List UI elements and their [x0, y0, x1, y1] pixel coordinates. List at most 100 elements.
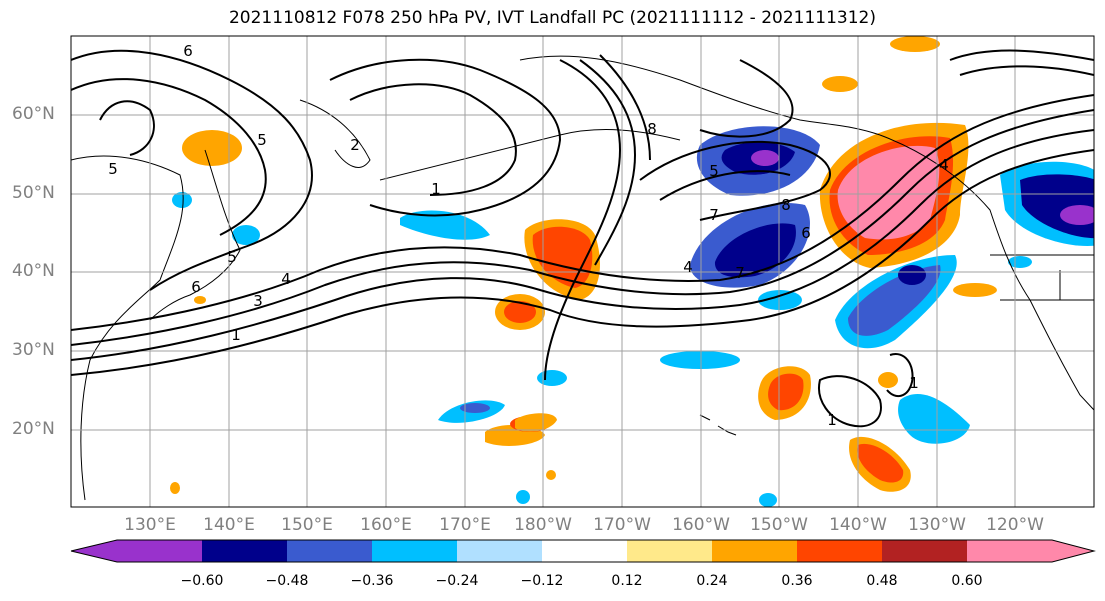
colorbar-extend-low: [117, 540, 202, 562]
negative-anomaly-south-1: [516, 490, 530, 504]
colorbar-segment: [542, 540, 627, 562]
contour-label: 1: [827, 411, 837, 429]
map-frame: [70, 35, 1095, 508]
contour-label: 2: [350, 136, 360, 154]
colorbar-segment: [797, 540, 882, 562]
contour-labels: 6 5 5 5 1 6 3 4 1 2 8 7 8 5 4 7 6 4 1 1: [108, 42, 949, 429]
colorbar-segment: [457, 540, 542, 562]
colorbar-outline: [70, 539, 1096, 563]
lat-label: 60°N: [12, 104, 55, 124]
colorbar-tick-label: 0.48: [866, 573, 898, 589]
negative-anomaly-hawaii-ne: [898, 394, 970, 444]
coastline-alaska: [519, 55, 881, 136]
coastline-kamchatka: [299, 99, 371, 168]
lon-label: 130°E: [124, 515, 176, 535]
colorbar-tick-label: −0.12: [520, 573, 564, 589]
negative-anomaly-subtropic-1: [660, 351, 740, 369]
lon-label: 140°E: [203, 515, 255, 535]
positive-anomaly-hawaii-east: [878, 372, 898, 388]
positive-anomaly-pac-3-core: [857, 443, 904, 483]
negative-anomaly-subtropic-2: [537, 370, 567, 386]
colorbar-extend-high: [967, 540, 1052, 562]
coastline-japan: [149, 149, 241, 321]
positive-anomaly-small-b: [546, 470, 556, 480]
lat-label: 40°N: [12, 261, 55, 281]
positive-anomaly-japan-north: [182, 130, 242, 166]
border-canada-us: [990, 254, 1094, 301]
lon-label: 140°W: [829, 515, 887, 535]
negative-anomaly-south-3: [1008, 256, 1032, 268]
colorbar-segment: [372, 540, 457, 562]
lon-label: 170°W: [593, 515, 651, 535]
positive-anomaly-pac-1-core: [504, 301, 536, 323]
contour-label: 6: [191, 278, 201, 296]
lon-label: 160°W: [672, 515, 730, 535]
positive-anomaly-alaska-north: [822, 76, 858, 92]
lon-label: 150°E: [281, 515, 333, 535]
lon-label: 130°W: [908, 515, 966, 535]
contour-label: 6: [183, 42, 193, 60]
positive-anomaly-small-c: [194, 296, 206, 304]
colorbar-tick-label: 0.60: [951, 573, 983, 589]
positive-anomaly-gulf-of-alaska-core: [837, 145, 940, 240]
colorbar-tick-label: −0.24: [435, 573, 479, 589]
coastline-hawaii: [699, 414, 737, 436]
colorbar-arrow-right: [1052, 540, 1094, 562]
positive-anomaly-dateline-core: [532, 226, 593, 288]
contour-label: 1: [909, 374, 919, 392]
colorbar-tick-label: −0.60: [180, 573, 224, 589]
negative-anomaly-subtropic-3-core: [460, 403, 490, 413]
lat-label: 30°N: [12, 340, 55, 360]
negative-anomaly-central-pacific-core: [714, 223, 796, 278]
colorbar-tick-label: 0.36: [781, 573, 813, 589]
colorbar-tick-label: 0.12: [611, 573, 643, 589]
coastlines: [71, 55, 1094, 501]
contour-label: 7: [709, 206, 719, 224]
positive-anomaly-east-coast-us: [953, 283, 997, 297]
colorbar-tick-label: −0.36: [350, 573, 394, 589]
contour-label: 3: [253, 292, 263, 310]
colorbar-segment: [202, 540, 287, 562]
coastline-asia-mainland: [71, 155, 184, 501]
negative-anomaly-canada-purple: [1060, 205, 1094, 225]
positive-anomaly-arctic: [890, 36, 940, 52]
pc-shading: [170, 36, 1094, 507]
positive-anomaly-small-a: [170, 482, 180, 494]
colorbar-tick-label: −0.48: [265, 573, 309, 589]
map-title: 2021110812 F078 250 hPa PV, IVT Landfall…: [228, 8, 876, 28]
contour-label: 1: [231, 326, 241, 344]
colorbar-segment: [627, 540, 712, 562]
contour-label: 4: [939, 156, 949, 174]
lon-label: 180°W: [514, 515, 572, 535]
graticule: [71, 36, 1094, 507]
positive-anomaly-pac-5: [515, 413, 557, 432]
contour-label: 5: [709, 162, 719, 180]
colorbar-arrow-left: [71, 540, 117, 562]
lat-label: 20°N: [12, 419, 55, 439]
contour-label: 8: [781, 196, 791, 214]
pv-contours: [71, 49, 1094, 428]
negative-anomaly-west-coast-dark: [898, 265, 926, 285]
contour-label: 5: [108, 160, 118, 178]
colorbar-segment: [287, 540, 372, 562]
lon-label: 150°W: [750, 515, 808, 535]
contour-label: 5: [257, 131, 267, 149]
negative-anomaly-south-2: [759, 493, 777, 507]
lon-label: 170°E: [439, 515, 491, 535]
negative-anomaly-sakhalin: [172, 192, 192, 208]
lon-label: 160°E: [360, 515, 412, 535]
contour-label: 4: [683, 258, 693, 276]
contour-label: 5: [227, 248, 237, 266]
lon-label: 120°W: [986, 515, 1044, 535]
colorbar-segment: [712, 540, 797, 562]
positive-anomaly-pac-2-core: [768, 373, 804, 411]
negative-anomaly-japan: [232, 225, 260, 245]
negative-anomaly-small-1: [758, 290, 802, 310]
contour-label: 4: [281, 270, 291, 288]
negative-anomaly-aleutians-purple: [751, 150, 779, 166]
colorbar-tick-label: 0.24: [696, 573, 728, 589]
contour-label: 7: [735, 264, 745, 282]
colorbar-segment: [882, 540, 967, 562]
lat-label: 50°N: [12, 183, 55, 203]
